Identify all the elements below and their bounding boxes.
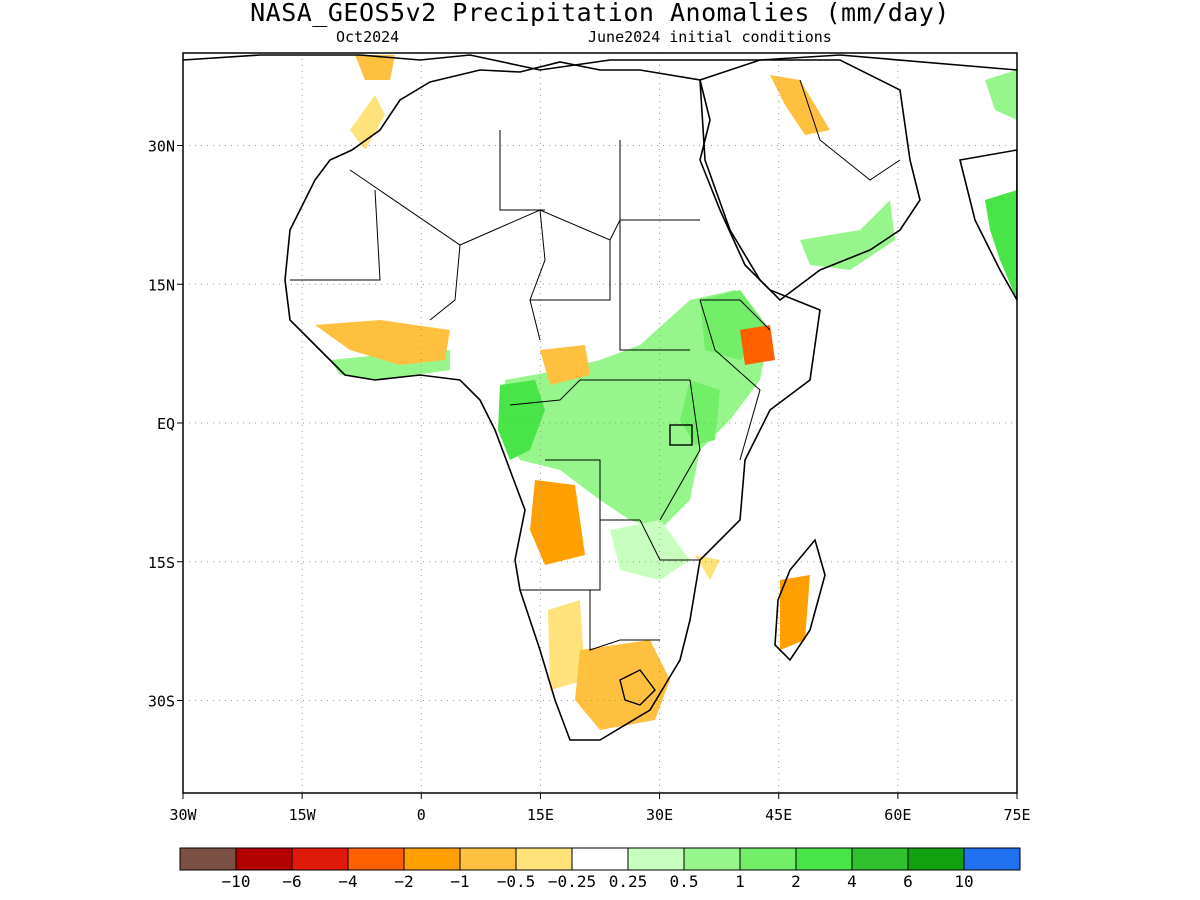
colorbar-swatch	[963, 847, 1021, 871]
lat-label: 15N	[148, 276, 175, 294]
colorbar-swatch	[571, 847, 629, 871]
lat-labels: 30N 15N EQ 15S 30S	[148, 138, 175, 711]
colorbar-swatch	[683, 847, 741, 871]
lon-label: 0	[417, 806, 426, 824]
colorbar-swatch	[459, 847, 517, 871]
colorbar-label: 6	[903, 872, 913, 891]
levant-dry	[770, 75, 830, 135]
congo-green	[500, 290, 770, 530]
lon-label: 60E	[884, 806, 911, 824]
colorbar-label: −4	[338, 872, 358, 891]
iberia-dry	[355, 55, 395, 80]
colorbar-label: −2	[394, 872, 414, 891]
lesotho-outline	[619, 669, 656, 706]
colorbar-swatch	[907, 847, 965, 871]
colorbar-swatch	[739, 847, 797, 871]
colorbar-label: 2	[791, 872, 801, 891]
colorbar-swatch	[179, 847, 237, 871]
zambia-green	[610, 520, 690, 580]
colorbar-label: −1	[450, 872, 470, 891]
madagascar-dry	[780, 575, 810, 650]
colorbar-swatch	[627, 847, 685, 871]
colorbar-label: −0.25	[547, 872, 597, 891]
lon-label: 30W	[169, 806, 197, 824]
europe-outline	[183, 54, 1017, 71]
colorbar-label: −0.5	[496, 872, 536, 891]
arabia-green	[800, 200, 895, 270]
car-dry	[540, 345, 590, 385]
gabon-green	[498, 380, 545, 460]
map-area	[183, 53, 1017, 793]
arabia-outline	[699, 59, 921, 302]
forecast-month: Oct2024	[336, 28, 400, 46]
colorbar-swatch	[291, 847, 349, 871]
lon-label: 15W	[289, 806, 317, 824]
lon-label: 45E	[765, 806, 792, 824]
coastlines	[183, 54, 1017, 741]
colorbar-swatch	[347, 847, 405, 871]
lat-label: EQ	[157, 415, 175, 433]
lon-labels: 30W 15W 0 15E 30E 45E 60E 75E	[169, 806, 1030, 824]
colorbar-swatch	[235, 847, 293, 871]
colorbar-label: 1	[735, 872, 745, 891]
gridlines	[183, 53, 1017, 793]
east-africa-green	[680, 380, 720, 445]
colorbar-swatch	[515, 847, 573, 871]
initial-conditions: June2024 initial conditions	[588, 28, 832, 46]
axis-ticks	[177, 145, 1018, 799]
africa-outline	[284, 61, 821, 741]
namibia-dry	[548, 600, 585, 690]
lat-label: 30S	[148, 693, 175, 711]
mozambique-dry	[695, 555, 720, 580]
colorbar-swatch	[795, 847, 853, 871]
pakistan-green	[985, 70, 1017, 120]
lat-label: 15S	[148, 554, 175, 572]
colorbar-label: −6	[282, 872, 302, 891]
south-africa-dry	[575, 640, 670, 730]
colorbar-swatch	[403, 847, 461, 871]
colorbar-label: 4	[847, 872, 857, 891]
lon-label: 75E	[1003, 806, 1030, 824]
ethiopia-dry	[740, 325, 775, 365]
morocco-dry	[350, 95, 385, 150]
colorbar-label: 0.25	[608, 872, 648, 891]
colorbar-label: 0.5	[669, 872, 699, 891]
lon-label: 15E	[527, 806, 554, 824]
gulf-guinea-dry	[315, 320, 450, 365]
colorbar-label: 10	[954, 872, 974, 891]
madagascar-outline	[774, 538, 826, 662]
chart-title: NASA_GEOS5v2 Precipitation Anomalies (mm…	[250, 0, 950, 27]
colorbar-label: −10	[221, 872, 251, 891]
borders	[290, 79, 901, 651]
colorbar-swatch	[851, 847, 909, 871]
colorbar	[179, 847, 1021, 871]
lat-label: 30N	[148, 138, 175, 156]
angola-dry	[530, 480, 585, 565]
india-green	[985, 190, 1017, 300]
india-outline	[959, 149, 1017, 302]
lon-label: 30E	[646, 806, 673, 824]
anomaly-fills	[315, 55, 1017, 730]
lake-victoria	[669, 424, 693, 446]
